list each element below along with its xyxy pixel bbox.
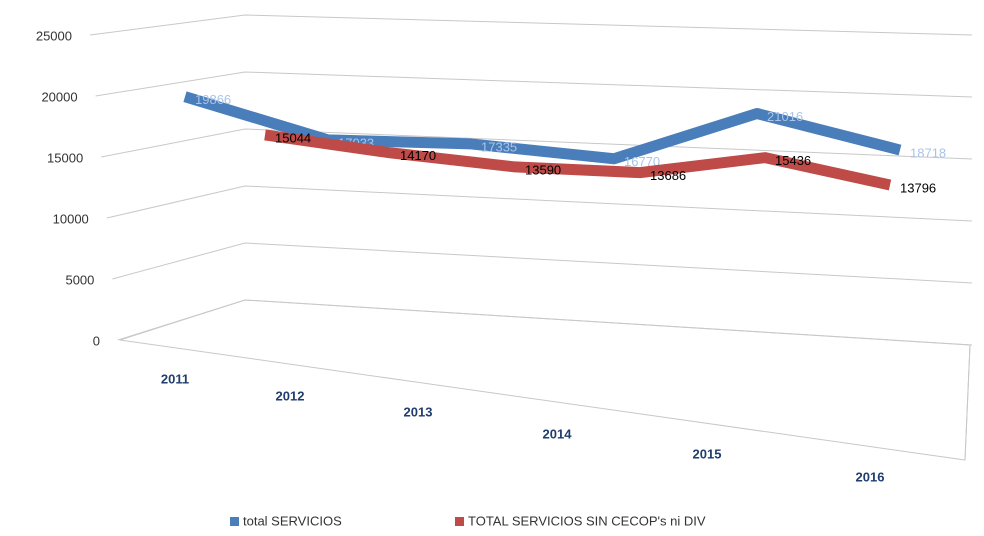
- grid-line: [106, 185, 973, 222]
- legend-label: total SERVICIOS: [243, 513, 342, 528]
- legend-label: TOTAL SERVICIOS SIN CECOP's ni DIV: [468, 513, 706, 528]
- floor-edge: [964, 344, 971, 461]
- data-label: 18718: [910, 145, 946, 160]
- x-tick-label: 2014: [543, 426, 573, 441]
- data-label: 13796: [900, 180, 936, 195]
- grid-line: [95, 71, 973, 98]
- data-label: 14170: [400, 148, 436, 163]
- grid-line: [112, 242, 973, 284]
- x-tick-label: 2015: [693, 446, 722, 461]
- y-tick-label: 25000: [36, 28, 72, 43]
- data-label: 17335: [481, 139, 517, 154]
- grid-line: [101, 128, 973, 160]
- data-label: 15436: [775, 153, 811, 168]
- data-label: 16770: [624, 154, 660, 169]
- y-tick-label: 0: [93, 333, 100, 348]
- y-tick-label: 5000: [65, 272, 94, 287]
- x-tick-label: 2012: [276, 388, 305, 403]
- data-label: 19866: [195, 92, 231, 107]
- legend-swatch: [230, 517, 239, 526]
- grid-line: [89, 14, 973, 36]
- data-label: 15044: [275, 130, 311, 145]
- data-label: 21016: [767, 109, 803, 124]
- x-tick-label: 2013: [404, 404, 433, 419]
- y-tick-label: 15000: [47, 150, 83, 165]
- legend-swatch: [455, 517, 464, 526]
- y-tick-label: 20000: [41, 89, 77, 104]
- series-line: [264, 129, 892, 191]
- data-label: 13686: [650, 168, 686, 183]
- series-line: [183, 91, 902, 165]
- data-label: 13590: [525, 162, 561, 177]
- x-tick-label: 2016: [856, 469, 885, 484]
- y-tick-label: 10000: [53, 211, 89, 226]
- x-tick-label: 2011: [161, 371, 189, 386]
- grid-line: [117, 299, 973, 346]
